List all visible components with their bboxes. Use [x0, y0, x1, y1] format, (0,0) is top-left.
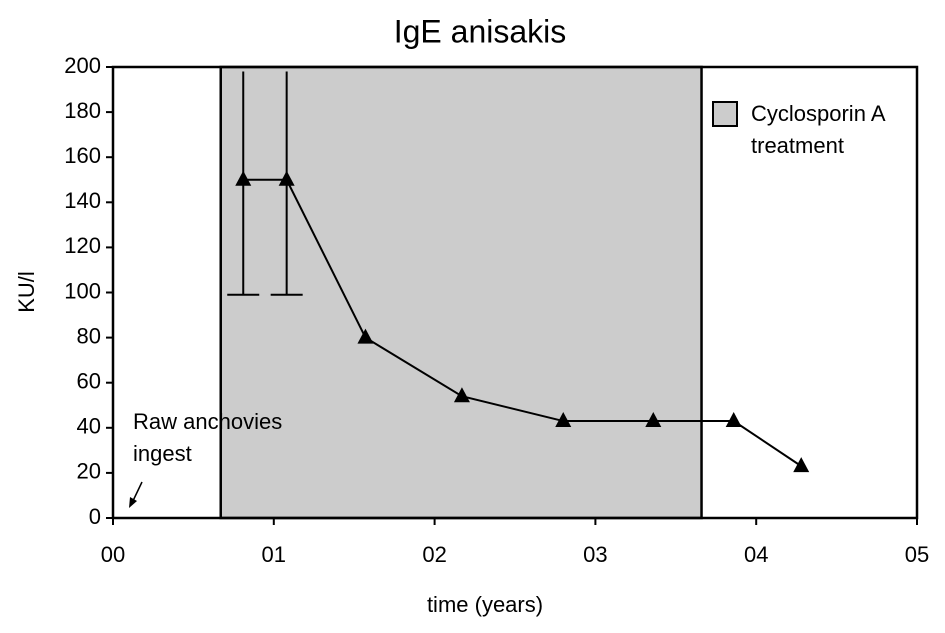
y-tick-label: 200	[64, 53, 101, 78]
legend-swatch	[712, 101, 738, 127]
data-point	[793, 457, 810, 473]
y-axis-label: KU/l	[14, 271, 39, 313]
x-tick-label: 00	[101, 542, 125, 567]
x-tick-label: 05	[905, 542, 929, 567]
y-tick-label: 100	[64, 278, 101, 303]
y-tick-label: 80	[77, 323, 101, 348]
data-point	[357, 328, 374, 344]
x-axis-label: time (years)	[427, 592, 543, 617]
legend-label: Cyclosporin A treatment	[751, 101, 885, 158]
y-tick-label: 160	[64, 143, 101, 168]
data-point	[235, 170, 252, 186]
annotation: Raw anchovies ingest	[133, 409, 283, 466]
data-point	[555, 412, 572, 428]
x-tick-label: 01	[262, 542, 286, 567]
data-point	[725, 412, 742, 428]
data-point	[278, 170, 295, 186]
y-tick-label: 60	[77, 369, 101, 394]
x-tick-label: 04	[744, 542, 768, 567]
x-tick-label: 03	[583, 542, 607, 567]
y-tick-label: 120	[64, 233, 101, 258]
y-tick-label: 40	[77, 414, 101, 439]
y-tick-label: 20	[77, 459, 101, 484]
data-point	[453, 387, 470, 403]
y-tick-label: 0	[89, 504, 101, 529]
y-tick-label: 140	[64, 188, 101, 213]
chart-title: IgE anisakis	[394, 13, 567, 49]
data-point	[645, 412, 662, 428]
y-tick-label: 180	[64, 98, 101, 123]
x-tick-label: 02	[422, 542, 446, 567]
data-line	[243, 178, 802, 467]
arrow-head	[129, 497, 137, 508]
